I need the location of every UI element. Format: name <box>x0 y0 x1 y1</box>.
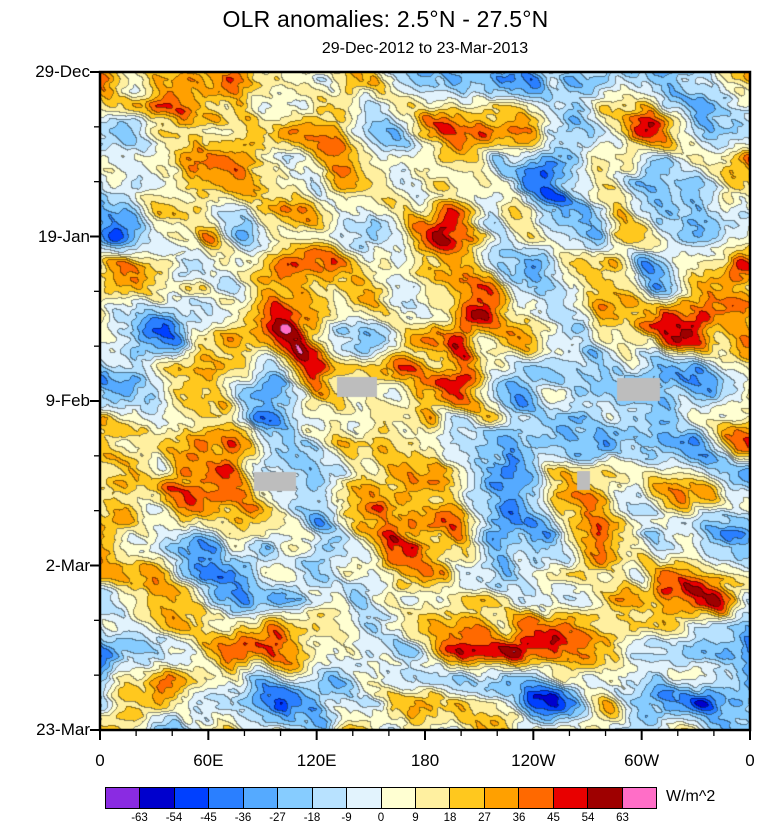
colorbar-tick-label: 36 <box>512 812 526 824</box>
chart-title: OLR anomalies: 2.5°N - 27.5°N <box>222 6 549 32</box>
colorbar-tick-label: 63 <box>616 812 629 824</box>
x-tick-label: 60E <box>193 751 224 770</box>
colorbar-cell <box>483 787 520 809</box>
colorbar-cell <box>518 787 554 809</box>
colorbar-cell <box>311 787 348 809</box>
x-tick-label: 0 <box>745 751 755 770</box>
colorbar-tick-label: 18 <box>443 812 457 824</box>
colorbar-cell <box>414 787 451 809</box>
colorbar-cell <box>621 787 657 809</box>
y-tick-label: 19-Jan <box>38 226 90 246</box>
colorbar-cell <box>105 787 141 809</box>
colorbar-tick-label: 54 <box>581 812 595 824</box>
x-tick-label: 0 <box>95 751 105 770</box>
colorbar-cell <box>449 787 485 809</box>
x-tick-label: 60W <box>624 751 660 770</box>
colorbar-cell <box>173 787 210 809</box>
colorbar-cell <box>242 787 279 809</box>
colorbar-tick-label: 27 <box>478 812 491 824</box>
colorbar <box>105 787 657 809</box>
colorbar-cell <box>277 787 313 809</box>
colorbar-tick-label: 9 <box>412 812 419 824</box>
colorbar-tick-label: -18 <box>303 812 321 824</box>
colorbar-tick-label: 45 <box>547 812 560 824</box>
x-tick-label: 180 <box>410 751 440 770</box>
x-tick-label: 120E <box>296 751 337 770</box>
colorbar-tick-label: -27 <box>269 812 286 824</box>
colorbar-cell <box>208 787 244 809</box>
colorbar-cell <box>346 787 382 809</box>
colorbar-cell <box>587 787 623 809</box>
colorbar-tick-label: -45 <box>200 812 217 824</box>
colorbar-tick-label: -54 <box>165 812 183 824</box>
y-tick-label: 23-Mar <box>36 720 90 739</box>
colorbar-tick-label: -36 <box>234 812 252 824</box>
units-label: W/m^2 <box>666 788 716 805</box>
chart-subtitle: 29-Dec-2012 to 23-Mar-2013 <box>321 40 529 57</box>
y-tick-label: 2-Mar <box>45 555 90 575</box>
anomaly-field-canvas <box>100 72 750 730</box>
colorbar-tick-label: 0 <box>377 812 385 824</box>
colorbar-tick-label: -63 <box>131 812 148 824</box>
y-tick-label: 29-Dec <box>35 62 90 81</box>
colorbar-cell <box>552 787 589 809</box>
colorbar-tick-label: -9 <box>341 812 352 824</box>
colorbar-cell <box>380 787 416 809</box>
y-tick-label: 9-Feb <box>45 391 90 410</box>
colorbar-cell <box>139 787 175 809</box>
x-tick-label: 120W <box>511 751 556 770</box>
